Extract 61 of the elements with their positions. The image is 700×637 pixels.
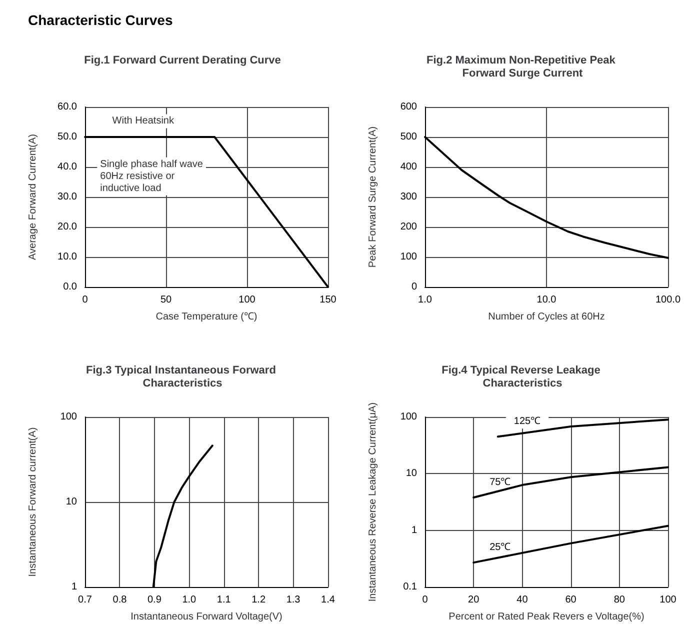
x-tick-label: 150 [320,294,337,306]
x-tick-label: 100 [660,594,677,606]
y-tick-label: 20.0 [58,222,78,232]
x-tick-label: 80 [614,594,626,606]
chart-title: Fig.2 Maximum Non-Repetitive Peak Forward Surge Current [426,54,618,80]
x-axis-title: Number of Cycles at 60Hz [488,312,605,322]
x-tick-label: 0 [82,294,88,306]
x-tick-label: 0.8 [112,594,128,606]
y-axis-title: Instantaneous Reverse Leakage Current(μA) [368,402,378,602]
y-tick-label: 500 [400,132,418,142]
x-tick-label: 1.0 [418,294,432,306]
x-tick-label: 100 [238,294,256,306]
y-tick-label: 60.0 [58,102,78,112]
x-axis-title: Instantaneous Forward Voltage(V) [130,612,282,622]
y-tick-label: 100 [400,252,418,262]
y-tick-label: 1 [411,524,418,536]
x-tick-label: 1.0 [182,594,197,606]
chart-title: Fig.3 Typical Instantaneous Forward Characteristics [86,364,279,390]
y-tick-label: 40.0 [58,162,78,172]
x-axis-title: Case Temperature (℃) [156,312,258,322]
y-tick-label: 50.0 [58,132,78,142]
y-tick-label: 400 [400,162,418,172]
y-tick-label: 0.0 [63,282,78,292]
y-tick-label: 100 [60,412,78,422]
y-tick-label: 200 [400,222,418,232]
y-tick-label: 0.1 [403,582,418,592]
annotation: Single phase half wave 60Hz resistive or inductive load [100,158,204,194]
series-label: 25℃ [490,542,511,554]
x-tick-label: 1.4 [321,594,336,606]
x-tick-label: 1.2 [252,594,266,606]
x-axis-title: Percent or Rated Peak Revers e Voltage(%) [448,612,644,622]
y-tick-label: 1 [71,582,78,592]
x-tick-label: 0 [422,594,428,606]
x-tick-label: 20 [468,594,480,606]
y-tick-label: 100 [400,412,418,422]
y-tick-label: 0 [411,282,418,292]
x-tick-label: 60 [565,594,577,606]
y-tick-label: 10.0 [58,252,78,262]
chart-title: Fig.4 Typical Reverse Leakage Characteristics [442,364,604,390]
text: Characteristic Curves [28,12,173,28]
y-tick-label: 10 [66,496,78,508]
x-tick-label: 0.7 [78,594,92,606]
y-tick-label: 300 [400,192,418,202]
x-tick-label: 0.9 [147,594,162,606]
x-tick-label: 1.1 [216,594,232,606]
y-tick-label: 600 [400,102,418,112]
y-tick-label: 30.0 [58,192,78,202]
x-tick-label: 50 [160,294,172,306]
y-axis-title: Instantaneous Forward current(A) [28,427,38,577]
x-tick-label: 100.0 [655,294,681,306]
chart-title: Fig.1 Forward Current Derating Curve [84,54,281,66]
x-tick-label: 1.3 [286,594,301,606]
x-tick-label: 40 [516,594,528,606]
y-axis-title: Average Forward Current(A) [28,134,38,260]
line-series [472,466,669,498]
y-tick-label: 10 [406,468,418,480]
annotation: With Heatsink [112,116,175,127]
series-label: 125℃ [514,416,541,428]
x-tick-label: 10.0 [536,294,557,306]
series-label: 75℃ [490,476,511,488]
y-axis-title: Peak Forward Surge Current(A) [368,126,378,268]
